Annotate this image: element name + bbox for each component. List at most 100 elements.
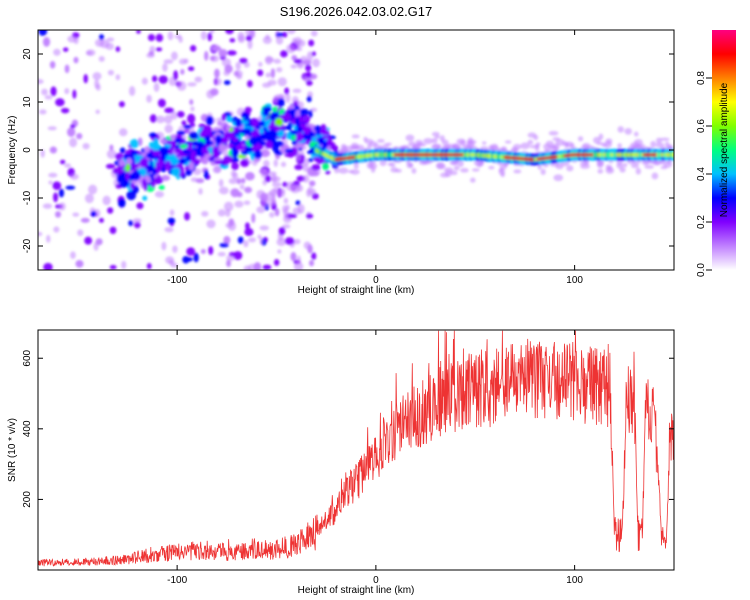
spectrogram-cell xyxy=(53,226,60,233)
spectrogram-cell xyxy=(171,51,178,61)
spectrogram-cell xyxy=(299,108,309,117)
spectrogram-cell xyxy=(351,134,360,139)
spectrogram-cell xyxy=(223,235,231,245)
spectrogram-heatmap xyxy=(38,30,674,270)
spectrogram-cell xyxy=(287,152,294,158)
spectrogram-cell xyxy=(462,144,473,148)
spectrogram-cell xyxy=(83,73,88,84)
spectrogram-cell xyxy=(133,221,141,229)
spectrogram-cell xyxy=(272,182,282,188)
y-tick-label: 0 xyxy=(22,147,33,153)
spectrogram-y-ticks: -20 -10 0 10 20 xyxy=(22,48,674,253)
spectrogram-cell xyxy=(58,188,65,198)
spectrogram-cell xyxy=(598,133,604,140)
spectrogram-cell xyxy=(47,126,57,131)
spectrogram-cell xyxy=(210,88,219,96)
spectrogram-cell xyxy=(605,138,613,145)
spectrogram-cell xyxy=(193,252,199,263)
spectrogram-cell xyxy=(580,164,590,169)
spectrogram-cell xyxy=(200,30,207,41)
spectrogram-cell xyxy=(207,32,213,42)
colorbar-tick-label: 0.0 xyxy=(696,263,707,277)
y-tick-label: -20 xyxy=(22,238,33,253)
spectrogram-cell xyxy=(205,115,214,126)
spectrogram-cell xyxy=(306,188,312,198)
spectrogram-cell xyxy=(125,170,130,181)
spectrogram-cell xyxy=(173,70,178,81)
spectrogram-cell xyxy=(179,58,187,65)
spectrogram-cell xyxy=(565,141,574,148)
spectrogram-cell xyxy=(237,236,244,244)
spectrogram-cell xyxy=(55,211,62,218)
spectrogram-cell xyxy=(143,181,148,192)
y-tick-label: 20 xyxy=(22,48,33,60)
spectrogram-cell xyxy=(245,147,254,153)
spectrogram-cell xyxy=(190,45,197,52)
spectrogram-cell xyxy=(217,252,226,257)
spectrogram-cell xyxy=(271,173,277,183)
spectrogram-cell xyxy=(187,82,197,87)
spectrogram-cell xyxy=(94,79,100,89)
spectrogram-cell xyxy=(70,173,79,180)
spectrogram-cell xyxy=(498,168,504,173)
spectrogram-cell xyxy=(269,112,278,122)
spectrogram-cell xyxy=(126,163,131,172)
spectrogram-cell xyxy=(441,139,449,146)
spectrogram-cell xyxy=(282,113,292,121)
spectrogram-cell xyxy=(163,59,174,64)
spectrogram-cell xyxy=(435,162,445,170)
spectrogram-cell xyxy=(132,218,142,223)
spectrogram-cell xyxy=(395,168,402,173)
spectrogram-cell xyxy=(139,157,149,168)
spectrogram-cell xyxy=(353,162,359,170)
spectrogram-cell xyxy=(624,128,633,135)
spectrogram-cell xyxy=(248,136,259,146)
spectrogram-cell xyxy=(232,172,239,180)
spectrogram-cell xyxy=(219,242,229,248)
spectrogram-cell xyxy=(273,259,280,266)
spectrogram-cell xyxy=(488,165,495,170)
spectrogram-cell xyxy=(181,120,187,126)
spectrogram-cell xyxy=(290,134,298,141)
spectrogram-cell xyxy=(245,35,253,42)
spectrogram-cell xyxy=(240,177,246,184)
spectrogram-cell xyxy=(644,164,655,169)
chart-title: S196.2026.042.03.02.G17 xyxy=(280,4,433,19)
spectrogram-cell xyxy=(49,60,56,69)
y-tick-label: 10 xyxy=(22,96,33,108)
spectrogram-cell xyxy=(149,114,157,123)
spectrogram-cell xyxy=(256,206,266,214)
spectrogram-cell xyxy=(172,245,178,254)
spectrogram-cell xyxy=(293,58,303,64)
spectrogram-cell xyxy=(187,113,196,124)
spectrogram-cell xyxy=(58,202,66,211)
spectrogram-cell xyxy=(456,138,466,145)
spectrogram-cell xyxy=(310,107,318,112)
spectrogram-cell xyxy=(228,178,238,185)
spectrogram-cell xyxy=(423,138,434,145)
spectrogram-cell xyxy=(243,128,252,133)
spectrogram-cell xyxy=(244,186,253,194)
spectrogram-cell xyxy=(126,190,137,201)
spectrogram-cell xyxy=(260,149,271,158)
spectrogram-cell xyxy=(117,198,126,208)
y-tick-label: -10 xyxy=(22,190,33,205)
spectrogram-cell xyxy=(73,56,79,64)
spectrogram-cell xyxy=(164,107,175,114)
spectrogram-cell xyxy=(60,107,70,114)
spectrogram-cell xyxy=(616,162,624,169)
spectrogram-cell xyxy=(194,76,203,83)
spectrogram-cell xyxy=(284,87,290,95)
spectrogram-cell xyxy=(217,120,223,126)
spectrogram-cell xyxy=(226,50,237,56)
spectrogram-cell xyxy=(289,108,296,117)
spectrogram-cell xyxy=(225,115,233,123)
spectrogram-cell xyxy=(347,169,354,174)
spectrogram-cell xyxy=(214,68,220,79)
spectrogram-cell xyxy=(146,263,152,270)
spectrogram-cell xyxy=(431,137,438,144)
spectrogram-cell xyxy=(218,186,229,195)
spectrogram-cell xyxy=(553,174,564,182)
spectrogram-cell xyxy=(325,170,331,175)
spectrogram-cell xyxy=(159,139,168,144)
